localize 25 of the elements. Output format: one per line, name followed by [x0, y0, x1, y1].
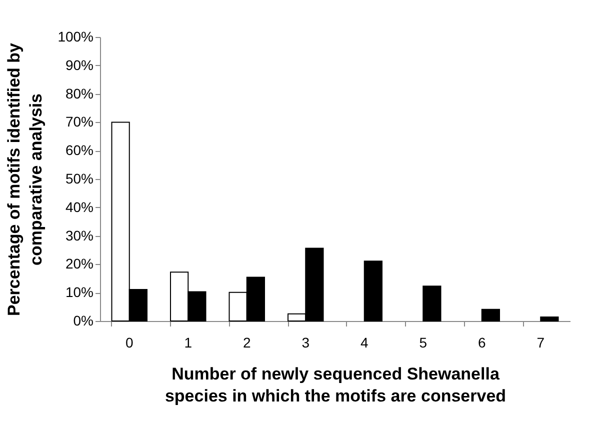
y-tick-label: 100% — [58, 28, 94, 44]
y-tick-label: 0% — [73, 312, 94, 328]
x-tick-label: 1 — [184, 334, 192, 350]
x-axis-title: Number of newly sequenced Shewanella species in which the motifs are conserved — [164, 364, 506, 406]
x-tick-label: 2 — [242, 334, 251, 350]
y-tick-label: 50% — [65, 170, 94, 186]
x-tick-label: 3 — [302, 334, 310, 350]
y-tick-label: 20% — [65, 256, 94, 272]
x-tick-label: 5 — [419, 334, 428, 350]
x-tick-label: 6 — [478, 334, 486, 350]
bar — [481, 308, 500, 322]
y-axis-title: Percentage of motifs identified by comparative analysis — [4, 42, 46, 316]
x-tick-label: 0 — [125, 334, 134, 350]
y-tick-label: 10% — [65, 284, 94, 300]
x-tick-label: 4 — [360, 334, 368, 350]
bar — [422, 286, 442, 322]
y-tick-label: 80% — [65, 85, 94, 102]
bar — [364, 260, 382, 322]
y-tick-label: 90% — [65, 56, 94, 73]
y-tick-label: 70% — [65, 114, 94, 130]
y-tick-label: 30% — [65, 227, 94, 244]
y-tick-label: 60% — [65, 142, 94, 158]
y-tick-label: 40% — [65, 198, 94, 215]
bar — [540, 316, 559, 322]
x-tick-label: 7 — [536, 334, 545, 350]
